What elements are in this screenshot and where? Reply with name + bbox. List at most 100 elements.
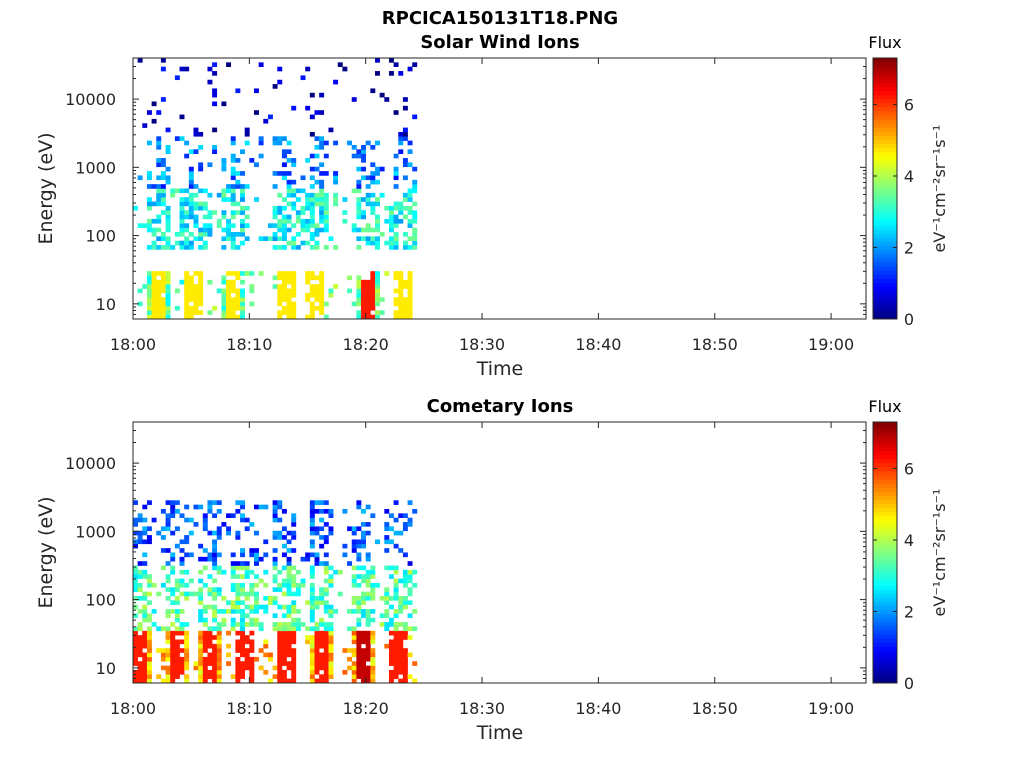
heatmap-cell — [351, 582, 357, 588]
heatmap-cell — [281, 171, 287, 176]
heatmap-cell — [244, 596, 250, 601]
heatmap-cell — [342, 552, 348, 558]
heatmap-cell — [277, 665, 283, 671]
heatmap-cell — [402, 678, 408, 684]
heatmap-cell — [356, 205, 362, 211]
heatmap-cell — [160, 210, 166, 215]
heatmap-cell — [202, 556, 208, 562]
heatmap-cell — [160, 648, 166, 653]
heatmap-cell — [244, 271, 250, 276]
heatmap-cell — [216, 500, 222, 505]
heatmap-cell — [188, 149, 194, 154]
heatmap-cell — [286, 314, 292, 320]
heatmap-cell — [230, 201, 236, 207]
heatmap-cell — [193, 192, 199, 198]
heatmap-cell — [230, 310, 236, 315]
heatmap-cell — [263, 582, 269, 588]
heatmap-cell — [146, 175, 152, 181]
heatmap-cell — [314, 292, 320, 298]
heatmap-cell — [393, 166, 399, 172]
heatmap-cell — [174, 587, 180, 592]
heatmap-cell — [277, 284, 283, 289]
heatmap-cell — [202, 232, 208, 237]
heatmap-cell — [142, 669, 148, 675]
heatmap-cell — [188, 279, 194, 285]
heatmap-cell — [207, 500, 213, 505]
heatmap-cell — [319, 218, 325, 224]
heatmap-cell — [375, 292, 380, 298]
heatmap-cell — [179, 513, 185, 518]
heatmap-cell — [356, 310, 362, 315]
heatmap-cell — [146, 275, 152, 281]
heatmap-cell — [388, 526, 394, 532]
heatmap-cell — [356, 288, 362, 294]
heatmap-cell — [328, 574, 334, 579]
heatmap-cell — [240, 643, 245, 649]
heatmap-cell — [295, 210, 301, 215]
heatmap-cell — [244, 652, 250, 658]
heatmap-cell — [240, 517, 245, 523]
heatmap-cell — [216, 565, 222, 571]
heatmap-cell — [365, 223, 371, 228]
heatmap-cell — [291, 522, 297, 527]
heatmap-cell — [365, 613, 371, 619]
heatmap-cell — [281, 582, 287, 588]
heatmap-cell — [388, 218, 394, 224]
heatmap-cell — [142, 561, 148, 566]
heatmap-cell — [254, 600, 259, 605]
heatmap-cell — [221, 288, 227, 294]
heatmap-cell — [407, 569, 413, 575]
heatmap-cell — [286, 635, 292, 640]
heatmap-cell — [254, 504, 259, 510]
heatmap-cell — [323, 522, 329, 527]
heatmap-cell — [314, 648, 320, 653]
heatmap-cell — [160, 297, 166, 302]
heatmap-cell — [151, 245, 157, 250]
heatmap-cell — [393, 171, 399, 176]
heatmap-cell — [309, 626, 315, 632]
heatmap-cell — [375, 223, 380, 228]
heatmap-cell — [179, 639, 185, 645]
heatmap-cell — [272, 171, 278, 176]
heatmap-cell — [365, 301, 371, 307]
heatmap-cell — [212, 643, 218, 649]
heatmap-cell — [142, 652, 148, 658]
heatmap-cell — [361, 284, 366, 289]
heatmap-cell — [351, 630, 357, 636]
heatmap-cell — [412, 179, 418, 185]
heatmap-cell — [216, 552, 222, 558]
heatmap-cell — [146, 674, 152, 679]
heatmap-cell — [384, 613, 390, 619]
heatmap-cell — [295, 214, 301, 220]
heatmap-cell — [309, 678, 315, 684]
heatmap-cell — [314, 643, 320, 649]
heatmap-cell — [328, 288, 334, 294]
heatmap-cell — [388, 513, 394, 518]
heatmap-cell — [188, 297, 194, 302]
heatmap-cell — [151, 582, 157, 588]
colorbar-unit-label: eV⁻¹cm⁻²sr⁻¹s⁻¹ — [930, 489, 949, 617]
heatmap-cell — [356, 669, 362, 675]
heatmap-cell — [160, 184, 166, 189]
heatmap-cell — [356, 674, 362, 679]
heatmap-cell — [407, 218, 413, 224]
heatmap-cell — [384, 643, 390, 649]
colorbar-swatch — [873, 314, 897, 320]
heatmap-cell — [393, 578, 399, 584]
heatmap-cell — [165, 305, 171, 311]
heatmap-cell — [388, 214, 394, 220]
heatmap-cell — [142, 539, 148, 545]
colorbar-tick-label: 6 — [904, 459, 914, 478]
heatmap-cell — [356, 652, 362, 658]
heatmap-cell — [295, 591, 301, 597]
heatmap-cell — [281, 656, 287, 662]
heatmap-cell — [291, 604, 297, 610]
heatmap-cell — [388, 643, 394, 649]
heatmap-cell — [361, 678, 366, 684]
heatmap-cell — [323, 591, 329, 597]
heatmap-cell — [356, 539, 362, 545]
heatmap-cell — [375, 140, 380, 146]
heatmap-cell — [305, 626, 311, 632]
heatmap-cell — [370, 240, 376, 246]
